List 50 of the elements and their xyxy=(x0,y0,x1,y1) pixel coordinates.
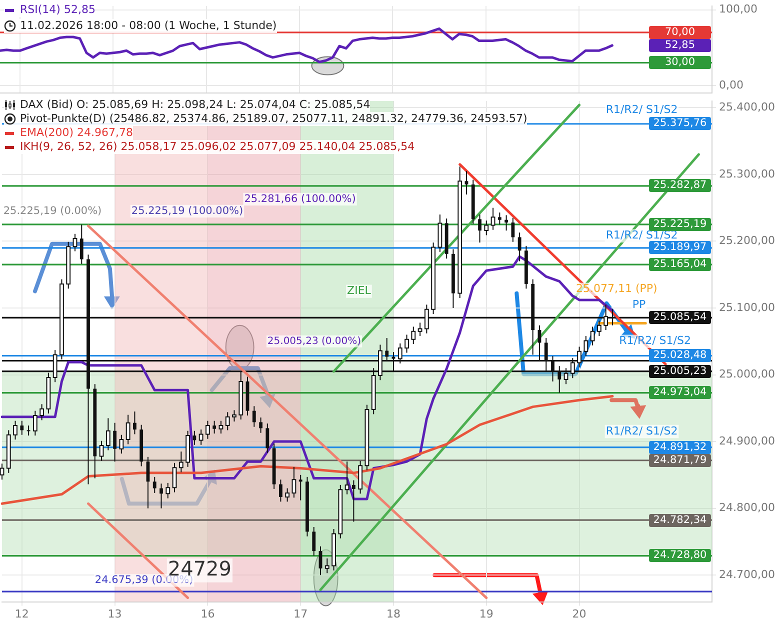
y-tick-label: 24.800,00 xyxy=(719,501,775,514)
annotation: 25.005,23 (0.00%) xyxy=(267,336,362,347)
annotation: RSI(14) 52,85 xyxy=(20,3,96,17)
ref-line-label: 25.085,54 xyxy=(649,311,711,324)
ref-line-label: 25.282,87 xyxy=(649,179,711,192)
annotation: 24.675,39 (0.00%) xyxy=(94,574,194,586)
annotation: DAX (Bid) O: 25.085,69 H: 25.098,24 L: 25.074,04 C: 25.085,54 xyxy=(20,98,370,112)
ref-line-label: 24.973,04 xyxy=(649,386,711,400)
annotation: IKH(9, 26, 52, 26) 25.058,17 25.096,02 25.077,09 25.140,04 25.085,54 xyxy=(20,140,415,154)
ref-line-label: 70,00 xyxy=(649,26,711,39)
annotation: ZIEL xyxy=(347,284,372,298)
y-tick-label: 24.900,00 xyxy=(719,434,775,448)
y-tick-label: 25.400,00 xyxy=(719,100,775,114)
y-tick-label: 25.200,00 xyxy=(719,234,775,248)
annotation: 25.281,66 (100.00%) xyxy=(244,192,356,205)
annotation: R1/R2/ S1/S2 xyxy=(606,103,678,116)
x-tick-label: 19 xyxy=(479,607,494,620)
annotation: Pivot-Punkte(D) (25486.82, 25374.86, 25189.07, 25077.11, 24891.32, 24779.36, 24593.57) xyxy=(20,112,528,126)
y-tick-label: 0,00 xyxy=(719,78,744,92)
ref-line-label: 25.165,04 xyxy=(649,258,711,272)
annotation: 25.077,11 (PP) xyxy=(576,282,658,296)
ref-line-label: 30,00 xyxy=(649,56,711,70)
ref-line-label: 25.028,48 xyxy=(649,349,711,362)
annotation: 25.225,19 (0.00%) xyxy=(3,204,102,217)
x-tick-label: 20 xyxy=(572,607,586,620)
annotation: 52,85 xyxy=(649,38,711,52)
annotation: 25.225,19 (100.00%) xyxy=(131,204,244,217)
x-tick-label: 13 xyxy=(108,607,122,620)
ref-line-label: 24.728,80 xyxy=(649,549,711,562)
annotation: 11.02.2026 18:00 - 08:00 (1 Woche, 1 Stunde) xyxy=(20,19,277,33)
annotation: R1/R2/ S1/S2 xyxy=(606,424,678,438)
ref-line-label: 24.871,79 xyxy=(649,454,711,467)
ref-line-label: 25.375,76 xyxy=(649,117,711,130)
ref-line-label: 25.225,19 xyxy=(649,218,711,231)
y-tick-label: 25.000,00 xyxy=(719,368,775,381)
x-tick-label: 16 xyxy=(200,607,215,620)
y-tick-label: 25.300,00 xyxy=(719,167,775,180)
ref-line-label: 25.005,23 xyxy=(649,364,711,378)
x-tick-label: 18 xyxy=(386,607,400,620)
ref-line-label: 25.189,97 xyxy=(649,241,711,254)
annotation: EMA(200) 24.967,78 xyxy=(20,126,134,140)
ref-line-label: 24.891,32 xyxy=(649,440,711,454)
x-tick-label: 12 xyxy=(14,607,29,620)
ref-line-label: 24.782,34 xyxy=(649,514,711,527)
annotation: PP xyxy=(632,298,646,312)
y-tick-label: 100,00 xyxy=(719,2,758,16)
y-tick-label: 24.700,00 xyxy=(719,568,775,581)
y-tick-label: 25.100,00 xyxy=(719,300,775,314)
x-tick-label: 17 xyxy=(294,607,308,620)
annotation: R1/R2/ S1/S2 xyxy=(619,334,691,348)
